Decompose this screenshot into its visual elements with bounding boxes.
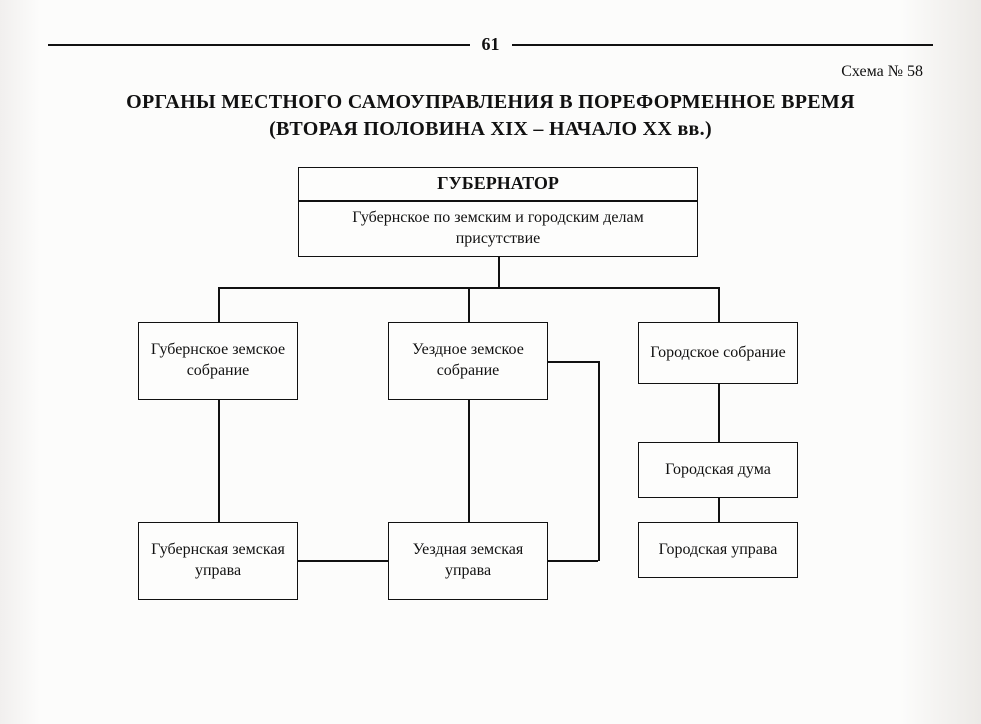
connector-line — [218, 400, 220, 522]
scheme-number: Схема № 58 — [48, 63, 923, 81]
connector-line — [718, 384, 720, 442]
title-line-2: (ВТОРАЯ ПОЛОВИНА XIX – НАЧАЛО XX вв.) — [269, 118, 712, 140]
title-line-1: ОРГАНЫ МЕСТНОГО САМОУПРАВЛЕНИЯ В ПОРЕФОР… — [126, 91, 855, 113]
page-number: 61 — [470, 34, 512, 55]
node-gorSobr: Городское собрание — [638, 322, 798, 384]
node-gubSobr: Губернское земское собрание — [138, 322, 298, 400]
diagram-canvas: ГУБЕРНАТОРГубернское по земским и городс… — [48, 167, 933, 667]
page-title: ОРГАНЫ МЕСТНОГО САМОУПРАВЛЕНИЯ В ПОРЕФОР… — [88, 89, 893, 143]
node-gubUpr: Губернская земская управа — [138, 522, 298, 600]
connector-line — [468, 287, 470, 322]
connector-line — [498, 257, 500, 287]
connector-line — [718, 287, 720, 322]
rule-right — [512, 44, 934, 46]
connector-line — [298, 560, 388, 562]
connector-line — [468, 400, 470, 522]
connector-line — [548, 560, 598, 562]
page-number-rule: 61 — [48, 34, 933, 55]
connector-line — [548, 361, 598, 363]
node-gorUpr: Городская управа — [638, 522, 798, 578]
rule-left — [48, 44, 470, 46]
node-gov: ГУБЕРНАТОР — [298, 167, 698, 201]
node-uezdUpr: Уездная земская управа — [388, 522, 548, 600]
node-gorDuma: Городская дума — [638, 442, 798, 498]
connector-line — [218, 287, 220, 322]
node-uezdSobr: Уездное земское собрание — [388, 322, 548, 400]
connector-line — [598, 361, 600, 561]
node-presence: Губернское по земским и городским делам … — [298, 201, 698, 257]
connector-line — [718, 498, 720, 522]
